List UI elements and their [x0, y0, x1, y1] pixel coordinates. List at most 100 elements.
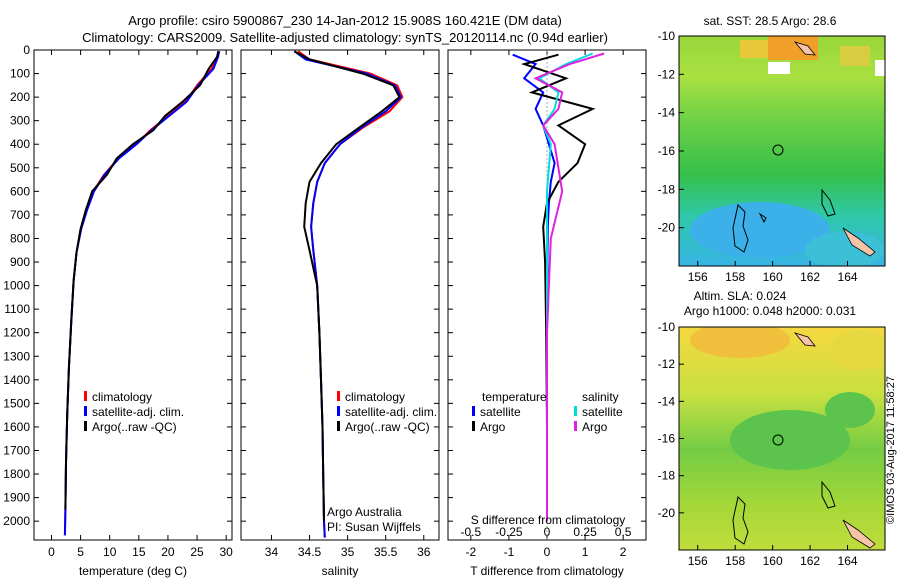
depth-tick-label: 1000	[3, 279, 30, 293]
land-island	[842, 227, 876, 257]
legend-swatch-argo	[84, 421, 87, 431]
legend-swatch-climatology	[337, 391, 340, 401]
map-lat-tick-label: -12	[658, 357, 676, 371]
sst-map-field	[679, 36, 885, 266]
s-diff-tick-label: 0.5	[615, 525, 632, 539]
depth-tick-label: 500	[10, 161, 30, 175]
sla-low-patch-2	[825, 392, 875, 428]
legend-title-salinity: salinity	[582, 390, 619, 404]
legend-label-satellite: satellite-adj. clim.	[345, 405, 437, 419]
depth-tick-label: 1300	[3, 349, 30, 363]
legend-label-t-argo: Argo	[480, 420, 506, 434]
imos-credit: ©IMOS 03-Aug-2017 11:58:27	[885, 376, 897, 524]
depth-tick-label: 100	[10, 67, 30, 81]
difference-lines	[512, 52, 605, 522]
x-tick-label: 34.5	[298, 545, 322, 559]
sst-map-title: sat. SST: 28.5 Argo: 28.6	[704, 14, 837, 28]
depth-tick-label: 2000	[3, 514, 30, 528]
argo-australia-note: Argo Australia	[327, 505, 402, 519]
s-diff-tick-label: -0.25	[495, 525, 523, 539]
legend-label-satellite: satellite-adj. clim.	[92, 405, 184, 419]
temperature-legend: climatology satellite-adj. clim. Argo(..…	[84, 390, 184, 434]
x-tick-label: 34	[265, 545, 279, 559]
salinity-depth-ticks	[241, 49, 439, 522]
depth-tick-label: 0	[23, 43, 30, 57]
coastline	[732, 203, 749, 253]
x-tick-label: -1	[504, 545, 515, 559]
series-line-argo-raw-qc-	[64, 50, 220, 510]
argo-position-marker	[772, 434, 784, 446]
sst-warm-patch-2	[740, 40, 768, 58]
x-tick-label: 30	[219, 545, 233, 559]
sla-high-patch	[690, 327, 790, 358]
map-lat-tick-label: -20	[658, 221, 676, 235]
x-tick-label: 35	[341, 545, 355, 559]
x-tick-label: 15	[132, 545, 146, 559]
depth-tick-label: 1800	[3, 467, 30, 481]
depth-tick-label: 1500	[3, 396, 30, 410]
s-difference-axis-label: S difference from climatology	[471, 513, 626, 527]
depth-tick-label: 300	[10, 114, 30, 128]
figure-title-line2: Climatology: CARS2009. Satellite-adjuste…	[82, 30, 608, 45]
sst-warm-patch	[768, 36, 818, 60]
map-lat-tick-label: -14	[658, 106, 676, 120]
x-tick-label: -2	[466, 545, 477, 559]
map-lon-tick-label: 156	[688, 554, 708, 568]
salinity-axis-label: salinity	[322, 564, 359, 578]
x-tick-label: 20	[161, 545, 175, 559]
map-lat-tick-label: -18	[658, 182, 676, 196]
sst-cool-patch	[690, 202, 830, 258]
map-lat-tick-label: -10	[658, 29, 676, 43]
temperature-axis-label: temperature (deg C)	[79, 564, 187, 578]
legend-swatch-t-satellite	[472, 406, 475, 416]
map-lat-tick-label: -12	[658, 67, 676, 81]
map-lon-tick-label: 160	[763, 554, 783, 568]
legend-title-temperature: temperature	[482, 390, 547, 404]
legend-label-argo: Argo(..raw -QC)	[92, 420, 177, 434]
land-island	[842, 519, 876, 549]
sst-map-panel: sat. SST: 28.5 Argo: 28.6 156 158 160 162 16…	[658, 14, 886, 284]
x-tick-label: 35.5	[374, 545, 398, 559]
argo-position-marker	[772, 144, 784, 156]
x-tick-label: 1	[582, 545, 589, 559]
sla-low-patch	[730, 410, 850, 470]
legend-label-s-satellite: satellite	[582, 405, 623, 419]
depth-tick-label: 1200	[3, 326, 30, 340]
depth-tick-label: 1100	[4, 302, 30, 316]
map-lon-tick-label: 158	[725, 554, 745, 568]
map-lat-tick-label: -16	[658, 144, 676, 158]
sst-map-axes: 156 158 160 162 164 -10 -12 -14 -16 -18 -20	[658, 29, 858, 284]
coastline	[821, 480, 836, 509]
temperature-lines	[63, 50, 221, 536]
salinity-axis: 34 34.5 35 35.5 36	[265, 50, 431, 559]
difference-legend: temperature salinity satellite Argo sate…	[472, 390, 623, 434]
legend-swatch-argo	[337, 421, 340, 431]
map-lat-tick-label: -18	[658, 469, 676, 483]
x-tick-label: 2	[620, 545, 627, 559]
depth-tick-label: 400	[10, 137, 30, 151]
coastline	[732, 495, 749, 545]
map-lon-tick-label: 164	[838, 554, 858, 568]
depth-tick-label: 700	[10, 208, 30, 222]
difference-depth-ticks	[448, 49, 646, 522]
salinity-legend: climatology satellite-adj. clim. Argo(..…	[337, 390, 437, 434]
depth-tick-label: 800	[10, 231, 30, 245]
temperature-axis: 0 5 10 15 20 25 30	[48, 50, 233, 559]
x-tick-label: 0	[48, 545, 55, 559]
map-lat-tick-label: -16	[658, 432, 676, 446]
map-lon-tick-label: 160	[763, 270, 783, 284]
legend-swatch-s-argo	[574, 421, 577, 431]
salinity-panel: 34 34.5 35 35.5 36 salinity climatology sate…	[240, 49, 440, 578]
difference-panel: -2 -1 0 1 2-0.5 -0.25 0 0.25 0.5 T difference fr…	[447, 49, 647, 578]
map-lat-tick-label: -20	[658, 506, 676, 520]
x-tick-label: 0	[544, 545, 551, 559]
sla-high-patch-2	[830, 330, 885, 370]
s-diff-tick-label: 0.25	[573, 525, 597, 539]
legend-swatch-satellite	[84, 406, 87, 416]
map-lon-tick-label: 162	[800, 270, 820, 284]
figure-title-line1: Argo profile: csiro 5900867_230 14-Jan-2…	[128, 13, 562, 28]
sst-warm-patch-3	[840, 46, 870, 66]
coastline	[758, 212, 767, 224]
legend-label-climatology: climatology	[92, 390, 152, 404]
